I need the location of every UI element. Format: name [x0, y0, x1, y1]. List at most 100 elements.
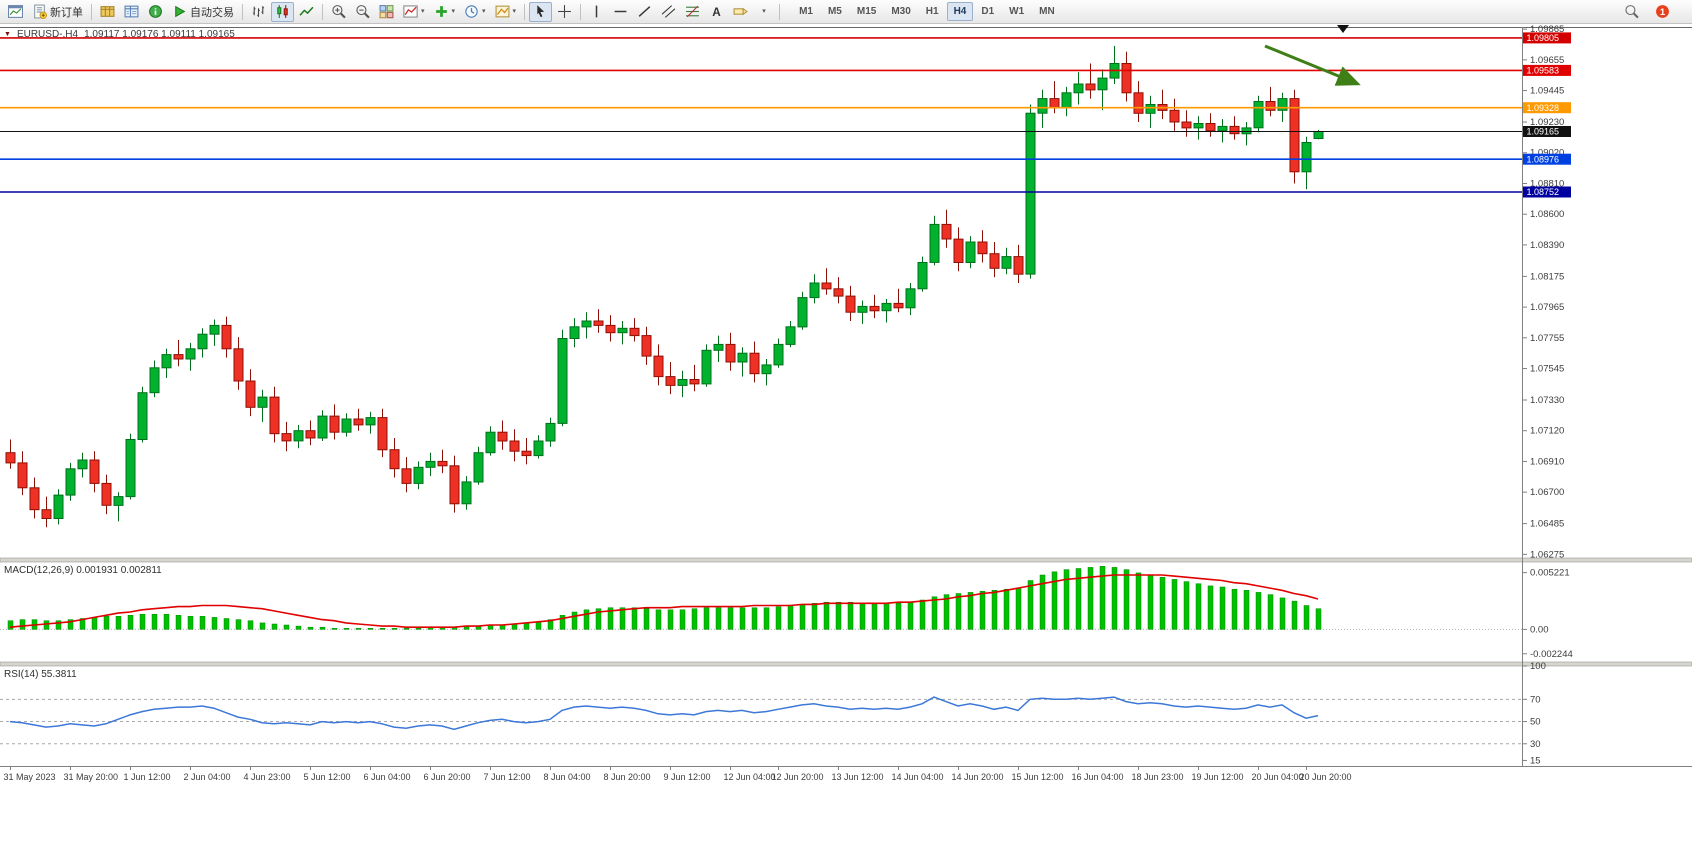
macd-histogram — [7, 566, 1322, 630]
horizontal-line-icon — [614, 10, 627, 13]
price-level-lines — [0, 37, 1522, 193]
panel-separator[interactable] — [0, 661, 1692, 667]
text-tool-button[interactable]: A — [705, 2, 728, 22]
timeframe-h1[interactable]: H1 — [925, 6, 939, 17]
svg-text:20 Jun 04:00: 20 Jun 04:00 — [1252, 772, 1304, 782]
new-order-icon — [34, 4, 47, 19]
market-watch-icon — [124, 5, 139, 18]
chart-title: ▼ EURUSD-,H4 1.09117 1.09176 1.09111 1.0… — [4, 29, 235, 40]
data-window-icon — [149, 5, 162, 18]
timeframe-m1[interactable]: M1 — [799, 6, 813, 17]
svg-text:1.08175: 1.08175 — [1530, 271, 1564, 282]
svg-text:8 Jun 04:00: 8 Jun 04:00 — [544, 772, 591, 782]
trend-arrow-annotation[interactable] — [1264, 44, 1361, 86]
crosshair-button[interactable] — [553, 2, 576, 22]
panel-separator[interactable] — [0, 557, 1692, 563]
svg-text:1.09165: 1.09165 — [1527, 127, 1560, 137]
svg-text:70: 70 — [1530, 694, 1541, 705]
svg-text:4 Jun 23:00: 4 Jun 23:00 — [244, 772, 291, 782]
shapes-dropdown-button[interactable]: ▾ — [753, 2, 775, 22]
time-axis[interactable]: 31 May 2023 31 May 20:00 1 Jun 12:00 2 Jun … — [4, 766, 1352, 782]
new-order-button[interactable]: 新订单 — [28, 2, 87, 22]
svg-text:7 Jun 12:00: 7 Jun 12:00 — [484, 772, 531, 782]
svg-text:0.005221: 0.005221 — [1530, 568, 1570, 579]
svg-text:30: 30 — [1530, 739, 1541, 750]
search-button[interactable] — [1620, 2, 1643, 22]
rsi-indicator-label: RSI(14) 55.3811 — [4, 669, 77, 680]
templates-button[interactable]: ▾ — [491, 2, 521, 22]
zoom-in-button[interactable] — [327, 2, 350, 22]
toolbar-separator — [580, 3, 582, 20]
indicators-icon — [403, 5, 418, 18]
timeframe-d1[interactable]: D1 — [981, 6, 995, 17]
svg-text:100: 100 — [1530, 661, 1546, 672]
svg-text:20 Jun 20:00: 20 Jun 20:00 — [1300, 772, 1352, 782]
svg-text:1.06485: 1.06485 — [1530, 519, 1564, 530]
zoom-in-icon — [332, 5, 346, 19]
timeframe-h4[interactable]: H4 — [946, 2, 974, 21]
label-icon — [733, 7, 748, 16]
timeframe-m15[interactable]: M15 — [856, 6, 877, 17]
clock-icon — [465, 5, 478, 18]
timeframe-mn[interactable]: MN — [1039, 6, 1055, 17]
svg-text:19 Jun 12:00: 19 Jun 12:00 — [1192, 772, 1244, 782]
candle-chart-button[interactable] — [271, 1, 294, 22]
profiles-button[interactable] — [96, 2, 119, 22]
price-badge — [1523, 126, 1571, 137]
channel-button[interactable] — [657, 2, 680, 22]
cursor-button[interactable] — [529, 1, 553, 22]
svg-text:1.09805: 1.09805 — [1527, 33, 1560, 43]
crosshair-icon — [558, 5, 571, 18]
macd-axis[interactable]: 0.005221 0.00 -0.002244 — [1522, 568, 1573, 660]
notification-badge-icon: 1 — [1656, 5, 1669, 18]
svg-text:1.07965: 1.07965 — [1530, 302, 1564, 313]
data-window-button[interactable] — [144, 2, 167, 22]
symbol-dropdown-marker-icon[interactable]: ▼ — [4, 31, 11, 38]
price-badges: 1.09805 1.09583 1.09328 1.09165 1.08976 1.087… — [1523, 32, 1571, 198]
window-menu-button[interactable] — [4, 2, 27, 22]
toolbar-separator — [91, 3, 92, 20]
tile-windows-button[interactable] — [375, 2, 398, 22]
chart-canvas[interactable]: 1.09865 1.09655 1.09445 1.09230 1.09020 1.088… — [0, 24, 1692, 842]
svg-text:1.09655: 1.09655 — [1530, 55, 1564, 66]
svg-text:31 May 20:00: 31 May 20:00 — [64, 772, 119, 782]
price-badge — [1523, 32, 1571, 44]
svg-text:1.07330: 1.07330 — [1530, 395, 1564, 406]
timeframe-m5[interactable]: M5 — [827, 6, 842, 17]
toolbar-separator — [322, 3, 323, 20]
price-badge — [1523, 64, 1571, 76]
svg-text:A: A — [712, 6, 721, 19]
rsi-axis[interactable]: 100 70 50 30 15 — [1522, 661, 1546, 766]
add-indicator-icon — [435, 6, 447, 17]
svg-text:12 Jun 20:00: 12 Jun 20:00 — [772, 772, 824, 782]
timeframe-m30[interactable]: M30 — [891, 6, 911, 17]
bar-chart-button[interactable] — [247, 2, 270, 22]
dropdown-caret-icon: ▾ — [482, 8, 486, 15]
cursor-arrow-icon — [537, 5, 545, 18]
toolbar-right-group: 1 — [1620, 2, 1688, 22]
svg-text:15: 15 — [1530, 755, 1541, 766]
periods-button[interactable]: ▾ — [460, 2, 490, 22]
toolbar-separator — [779, 3, 781, 20]
svg-text:13 Jun 12:00: 13 Jun 12:00 — [832, 772, 884, 782]
svg-text:9 Jun 12:00: 9 Jun 12:00 — [664, 772, 711, 782]
vertical-line-button[interactable] — [585, 2, 608, 22]
add-indicator-button[interactable]: ▾ — [430, 2, 460, 22]
fibonacci-button[interactable] — [681, 2, 704, 22]
timeframe-w1[interactable]: W1 — [1009, 6, 1025, 17]
auto-trading-button[interactable]: 自动交易 — [168, 2, 238, 22]
horizontal-line-button[interactable] — [609, 2, 632, 22]
trendline-button[interactable] — [633, 2, 656, 22]
svg-text:6 Jun 04:00: 6 Jun 04:00 — [364, 772, 411, 782]
notifications-button[interactable]: 1 — [1651, 2, 1674, 22]
svg-text:14 Jun 20:00: 14 Jun 20:00 — [952, 772, 1004, 782]
price-axis[interactable]: 1.09865 1.09655 1.09445 1.09230 1.09020 1.088… — [1522, 24, 1564, 560]
text-label-button[interactable] — [729, 2, 752, 22]
line-chart-button[interactable] — [295, 2, 318, 22]
indicators-button[interactable]: ▾ — [399, 2, 429, 22]
zoom-out-button[interactable] — [351, 2, 374, 22]
symbol-period-label: EURUSD-,H4 — [16, 29, 79, 40]
market-watch-button[interactable] — [120, 2, 143, 22]
svg-text:16 Jun 04:00: 16 Jun 04:00 — [1072, 772, 1124, 782]
